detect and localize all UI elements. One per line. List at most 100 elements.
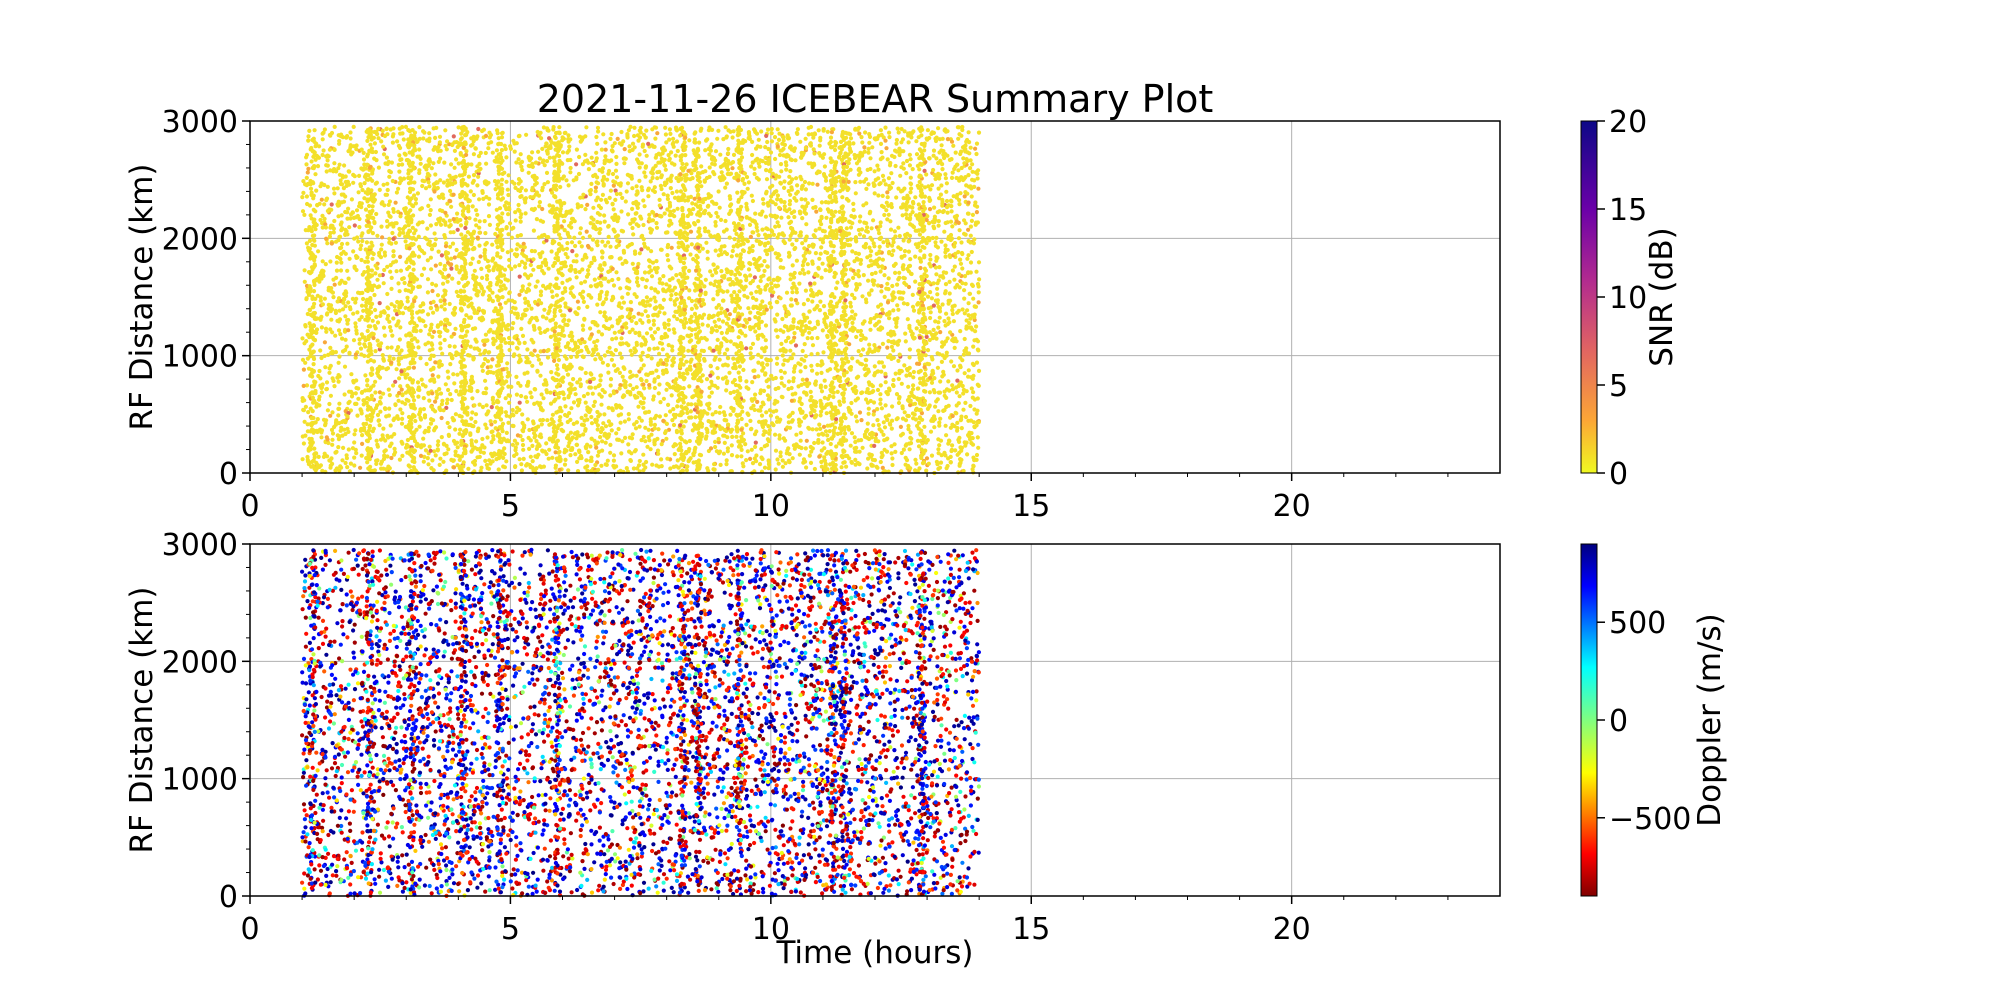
scatter-point	[650, 462, 655, 467]
scatter-point	[812, 307, 817, 312]
scatter-point	[920, 441, 925, 446]
scatter-point	[483, 332, 488, 337]
scatter-point	[790, 263, 795, 268]
scatter-point	[625, 181, 631, 186]
scatter-point	[445, 139, 450, 144]
scatter-point	[820, 328, 825, 333]
scatter-point	[871, 412, 876, 417]
scatter-point	[804, 377, 810, 382]
scatter-point	[469, 235, 474, 240]
scatter-point	[878, 392, 883, 397]
scatter-point	[428, 223, 433, 228]
scatter-point	[337, 162, 342, 167]
scatter-point	[396, 398, 401, 403]
scatter-point	[712, 162, 717, 167]
scatter-point	[714, 305, 719, 310]
scatter-point	[439, 402, 444, 407]
scatter-point	[736, 178, 741, 183]
scatter-point	[841, 435, 846, 440]
scatter-point	[759, 446, 764, 452]
scatter-point	[844, 283, 850, 288]
scatter-point	[939, 453, 944, 458]
scatter-point	[396, 281, 401, 286]
scatter-point	[418, 247, 423, 252]
scatter-point	[782, 179, 787, 184]
scatter-point	[687, 288, 692, 293]
scatter-point	[373, 349, 378, 354]
scatter-point	[445, 369, 450, 374]
scatter-point	[603, 147, 608, 152]
scatter-point	[308, 186, 314, 191]
scatter-point	[507, 335, 512, 341]
scatter-point	[784, 451, 789, 456]
scatter-point	[373, 390, 378, 395]
scatter-point	[449, 397, 454, 403]
scatter-point	[381, 358, 386, 363]
scatter-point	[406, 366, 411, 371]
scatter-point	[723, 185, 728, 190]
scatter-point	[943, 254, 948, 259]
scatter-point	[634, 373, 639, 378]
scatter-point	[325, 241, 330, 246]
scatter-point	[541, 396, 546, 401]
scatter-point	[448, 392, 453, 397]
scatter-point	[665, 381, 670, 386]
scatter-point	[730, 166, 735, 171]
scatter-point	[454, 389, 459, 394]
scatter-point	[602, 219, 607, 224]
scatter-point	[360, 238, 365, 244]
scatter-point	[921, 157, 926, 162]
scatter-point	[623, 199, 628, 204]
scatter-point	[610, 149, 615, 154]
scatter-point	[687, 326, 692, 331]
scatter-point	[398, 254, 403, 259]
scatter-point	[484, 240, 489, 246]
scatter-point	[465, 339, 470, 344]
scatter-point	[490, 242, 495, 247]
scatter-point	[445, 420, 450, 426]
scatter-point	[531, 267, 536, 272]
scatter-point	[717, 284, 722, 289]
scatter-point	[793, 158, 798, 163]
scatter-point	[896, 307, 901, 312]
scatter-point	[931, 224, 936, 229]
scatter-point	[689, 242, 694, 247]
scatter-point	[917, 232, 923, 237]
scatter-point	[775, 235, 780, 240]
scatter-point	[957, 202, 962, 207]
scatter-point	[803, 197, 808, 202]
scatter-point	[385, 291, 390, 297]
scatter-point	[352, 455, 357, 460]
scatter-point	[808, 398, 813, 403]
scatter-point	[354, 385, 359, 391]
scatter-point	[352, 223, 357, 228]
scatter-point	[890, 404, 895, 409]
scatter-point	[634, 385, 639, 390]
scatter-point	[858, 179, 863, 184]
scatter-point	[557, 232, 562, 237]
scatter-point	[479, 266, 484, 271]
scatter-point	[821, 128, 826, 133]
scatter-point	[936, 409, 941, 414]
scatter-point	[886, 276, 891, 281]
scatter-point	[818, 153, 823, 158]
scatter-point	[351, 249, 356, 254]
scatter-point	[748, 456, 753, 461]
scatter-point	[884, 146, 889, 151]
scatter-point	[878, 383, 883, 388]
scatter-point	[503, 410, 508, 415]
scatter-point	[770, 421, 775, 426]
scatter-point	[643, 309, 648, 314]
scatter-point	[676, 245, 681, 250]
scatter-point	[760, 299, 765, 304]
scatter-point	[803, 354, 809, 359]
scatter-point	[729, 443, 734, 448]
scatter-point	[810, 181, 815, 186]
scatter-point	[927, 207, 933, 212]
scatter-point	[744, 379, 749, 384]
scatter-point	[429, 267, 434, 272]
scatter-point	[793, 343, 799, 348]
scatter-point	[484, 161, 489, 166]
scatter-point	[835, 389, 840, 394]
